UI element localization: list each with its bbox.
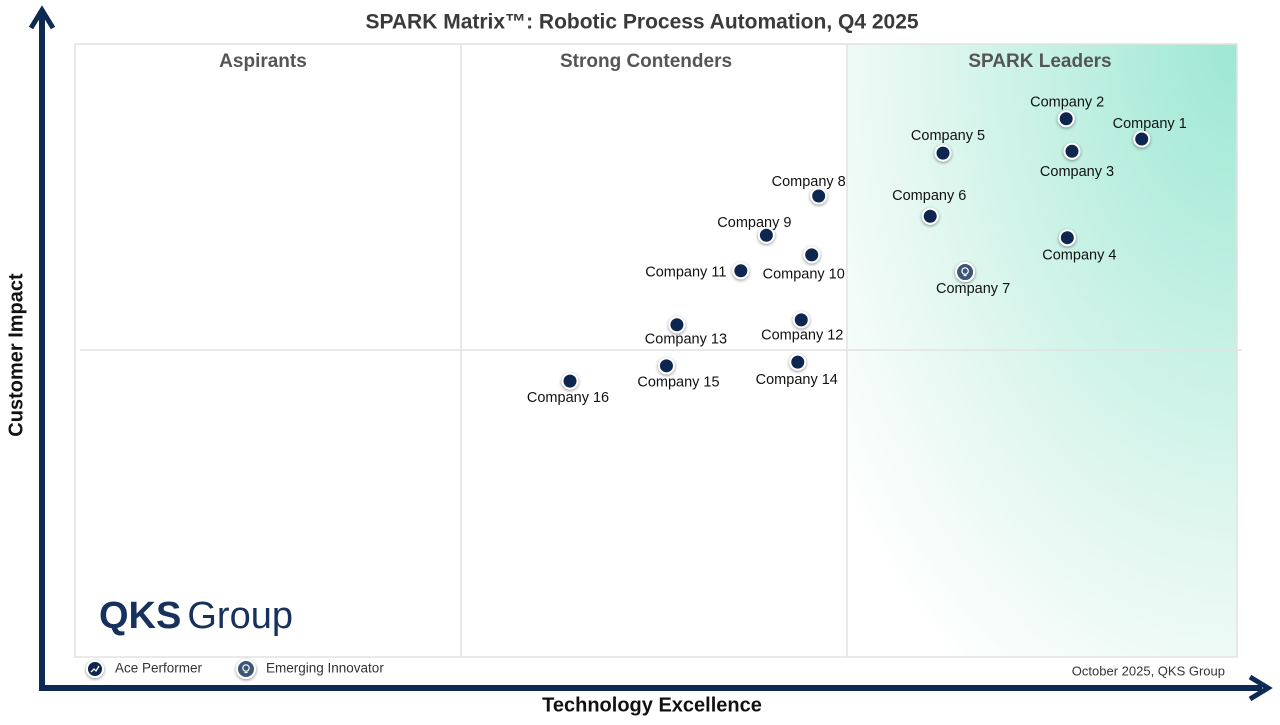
point-label: Company 4 xyxy=(1042,248,1116,264)
chart-title: SPARK Matrix™: Robotic Process Automatio… xyxy=(365,11,918,34)
company-point: Company 15 xyxy=(637,357,720,391)
brand-logo: QKS Group xyxy=(99,595,293,637)
company-point: Company 11 xyxy=(645,262,750,281)
point-label: Company 11 xyxy=(645,265,726,281)
marker xyxy=(934,144,952,162)
marker xyxy=(921,207,939,225)
point-label: Company 1 xyxy=(1113,116,1187,132)
company-point: Company 3 xyxy=(1040,142,1114,180)
company-point: Company 1 xyxy=(1113,116,1187,148)
marker xyxy=(668,316,686,334)
company-point: Company 6 xyxy=(892,188,966,225)
marker xyxy=(732,262,750,280)
point-label: Company 16 xyxy=(527,390,609,406)
x-axis-label: Technology Excellence xyxy=(542,694,762,716)
company-point: Company 12 xyxy=(761,311,843,344)
y-axis-arrow xyxy=(28,5,56,30)
x-axis-arrow xyxy=(1248,674,1273,702)
legend-icon xyxy=(90,665,100,673)
company-point: Company 5 xyxy=(911,128,985,162)
brand-bold: QKS xyxy=(99,595,181,637)
point-label: Company 15 xyxy=(637,375,719,391)
company-point: Company 16 xyxy=(527,372,609,406)
company-point: Company 2 xyxy=(1030,95,1104,128)
point-label: Company 13 xyxy=(645,332,727,348)
brand-light: Group xyxy=(187,595,293,637)
legend-item: Emerging Innovator xyxy=(236,659,384,679)
company-point: Company 13 xyxy=(645,316,727,348)
footer-note: October 2025, QKS Group xyxy=(1072,663,1225,678)
point-label: Company 5 xyxy=(911,128,985,144)
marker xyxy=(955,262,976,283)
marker xyxy=(1057,110,1075,128)
quadrant-label: Aspirants xyxy=(219,51,307,72)
legend-marker xyxy=(236,659,256,679)
legend-label: Emerging Innovator xyxy=(266,661,384,676)
legend-marker xyxy=(86,660,104,678)
marker xyxy=(1063,142,1081,160)
marker xyxy=(757,226,775,244)
company-point: Company 7 xyxy=(936,262,1010,297)
point-label: Company 8 xyxy=(772,174,846,190)
bulb-icon xyxy=(242,664,250,672)
point-label: Company 2 xyxy=(1030,95,1104,111)
company-point: Company 10 xyxy=(763,246,845,283)
company-point: Company 8 xyxy=(772,174,846,205)
marker xyxy=(810,187,828,205)
point-label: Company 7 xyxy=(936,281,1010,297)
y-axis-label: Customer Impact xyxy=(5,273,27,437)
marker xyxy=(789,353,807,371)
marker xyxy=(803,246,821,264)
marker xyxy=(792,311,810,329)
legend-label: Ace Performer xyxy=(115,661,203,676)
marker xyxy=(657,357,675,375)
point-label: Company 6 xyxy=(892,188,966,204)
company-point: Company 4 xyxy=(1042,229,1116,264)
marker xyxy=(561,372,579,390)
quadrant-label: Strong Contenders xyxy=(560,51,732,72)
point-label: Company 10 xyxy=(763,267,845,283)
company-point: Company 9 xyxy=(717,215,791,244)
marker xyxy=(1133,130,1151,148)
point-label: Company 12 xyxy=(761,328,843,344)
marker xyxy=(1058,229,1076,247)
bulb-icon xyxy=(961,267,969,275)
legend-item: Ace Performer xyxy=(86,660,203,678)
quadrant-label: SPARK Leaders xyxy=(968,51,1111,72)
point-label: Company 14 xyxy=(756,372,838,388)
point-label: Company 3 xyxy=(1040,164,1114,180)
point-label: Company 9 xyxy=(717,215,791,231)
company-point: Company 14 xyxy=(756,353,838,388)
